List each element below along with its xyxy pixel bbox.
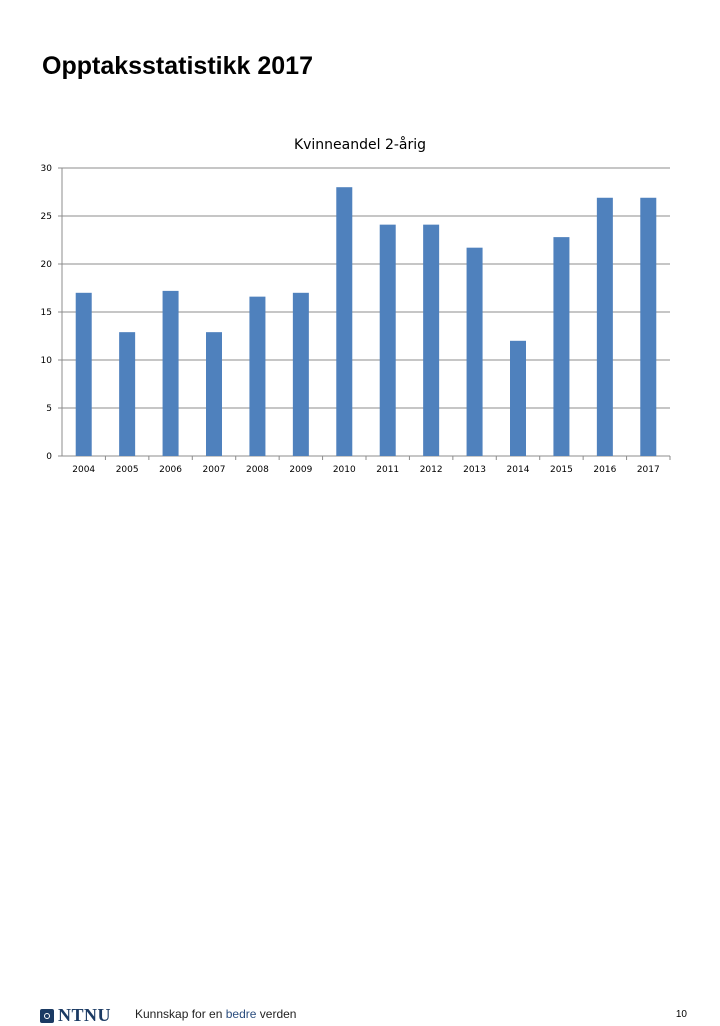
ntnu-logo[interactable]: NTNU bbox=[40, 1005, 111, 1026]
bar-2004 bbox=[75, 292, 92, 456]
bar-2009 bbox=[292, 292, 309, 456]
y-tick-label: 15 bbox=[41, 308, 52, 318]
bar-2017 bbox=[640, 197, 657, 456]
bar-2011 bbox=[379, 224, 396, 456]
bar-2006 bbox=[162, 290, 179, 456]
x-tick-label: 2011 bbox=[376, 465, 399, 475]
y-tick-label: 30 bbox=[41, 164, 53, 174]
bar-2015 bbox=[553, 237, 570, 456]
bar-2008 bbox=[249, 296, 266, 456]
y-axis-ticks: 0 5 10 15 20 25 30 bbox=[41, 164, 53, 462]
tagline-accent: bedre bbox=[225, 1007, 257, 1021]
x-axis-ticks: 2004 2005 2006 2007 2008 2009 2010 2011 2012 2013… bbox=[72, 456, 671, 475]
tagline-after: verden bbox=[256, 1007, 297, 1021]
bar-2005 bbox=[119, 332, 136, 456]
x-tick-label: 2005 bbox=[116, 465, 139, 475]
tagline-before: Kunnskap for en bbox=[135, 1007, 226, 1021]
logo-text: NTNU bbox=[58, 1005, 112, 1025]
bar-2010 bbox=[336, 187, 353, 456]
x-tick-label: 2009 bbox=[289, 465, 312, 475]
x-tick-label: 2012 bbox=[420, 465, 443, 475]
chart-bars bbox=[75, 187, 657, 456]
y-tick-label: 10 bbox=[41, 356, 53, 366]
page-number: 10 bbox=[675, 1009, 687, 1020]
footer: NTNU Kunnskap for en bedre verden 10 bbox=[0, 500, 720, 1025]
y-tick-label: 5 bbox=[46, 404, 52, 414]
x-tick-label: 2016 bbox=[593, 465, 616, 475]
bar-chart: Kvinneandel 2-årig 0 5 10 15 20 25 30 2004 2005… bbox=[41, 136, 671, 475]
tagline: Kunnskap for en bedre verden bbox=[135, 1007, 296, 1021]
y-tick-label: 0 bbox=[46, 452, 52, 462]
y-tick-label: 25 bbox=[41, 212, 52, 222]
chart-gridlines bbox=[58, 167, 670, 457]
bar-2012 bbox=[423, 224, 440, 456]
bar-2013 bbox=[466, 247, 483, 456]
x-tick-label: 2010 bbox=[333, 465, 356, 475]
y-tick-label: 20 bbox=[41, 260, 53, 270]
x-tick-label: 2007 bbox=[203, 465, 226, 475]
x-tick-label: 2013 bbox=[463, 465, 486, 475]
bar-2007 bbox=[206, 332, 222, 456]
ntnu-logo-icon bbox=[40, 1008, 54, 1023]
chart-title: Kvinneandel 2-årig bbox=[294, 136, 426, 153]
x-tick-label: 2015 bbox=[550, 465, 573, 475]
x-tick-label: 2008 bbox=[246, 465, 269, 475]
x-tick-label: 2006 bbox=[159, 465, 182, 475]
x-tick-label: 2014 bbox=[507, 465, 530, 475]
slide-title: Opptaksstatistikk 2017 bbox=[42, 52, 313, 80]
bar-2014 bbox=[510, 340, 526, 456]
bar-2016 bbox=[596, 197, 613, 456]
x-tick-label: 2004 bbox=[72, 465, 95, 475]
x-tick-label: 2017 bbox=[637, 465, 660, 475]
